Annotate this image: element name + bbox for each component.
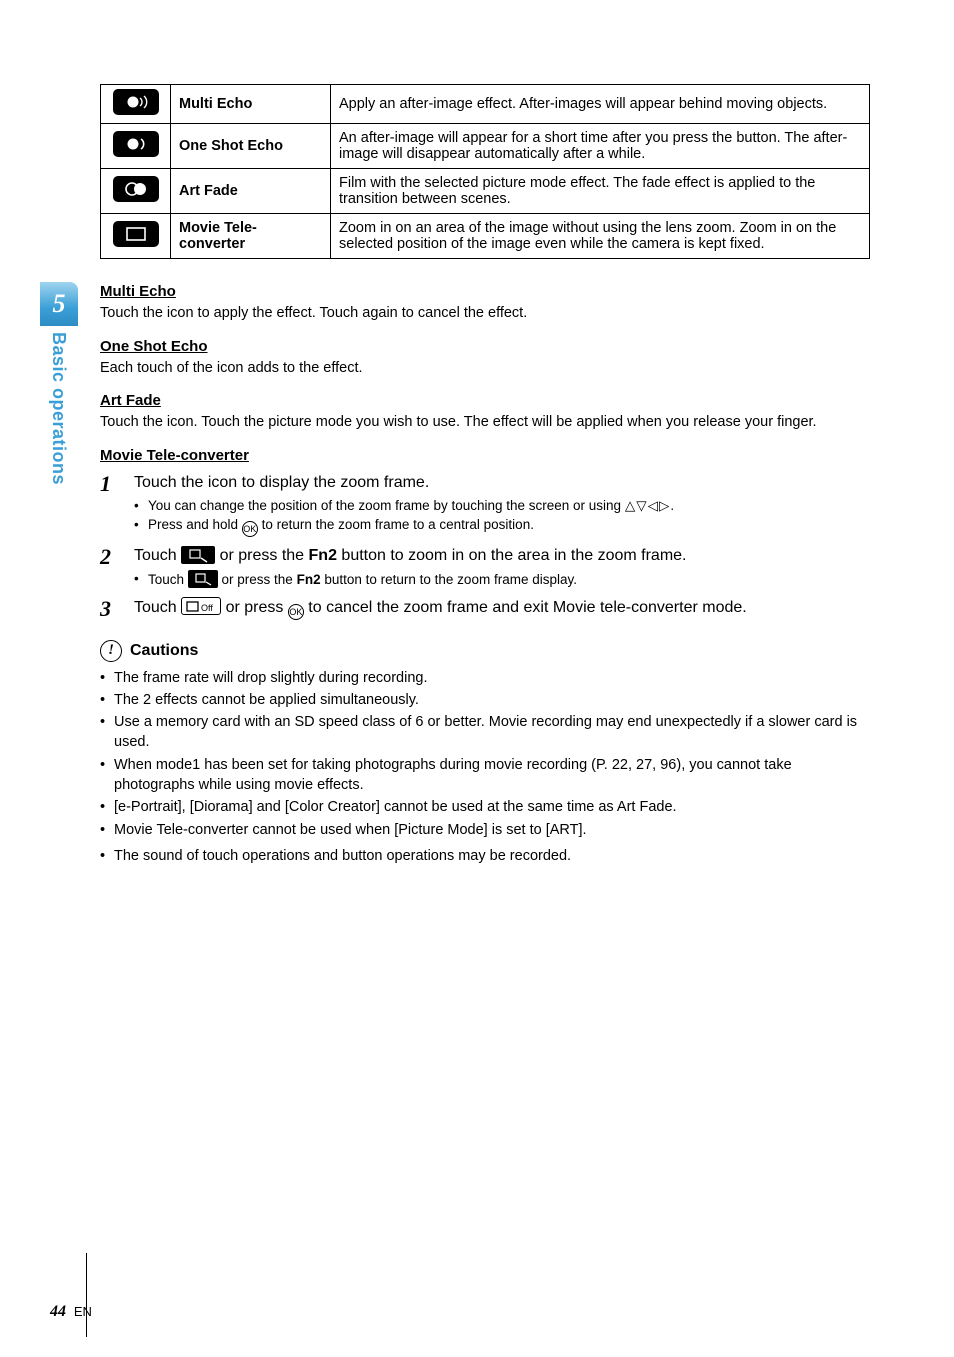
step-text: Touch the icon to display the zoom frame… [134, 474, 429, 491]
step-number: 2 [100, 545, 134, 590]
steps-list: 1 Touch the icon to display the zoom fra… [100, 472, 870, 622]
section-multi-echo: Multi Echo Touch the icon to apply the e… [100, 283, 870, 324]
bullet-text: or press the [218, 572, 297, 587]
step-1: 1 Touch the icon to display the zoom fra… [100, 472, 870, 537]
page-lang: EN [74, 1304, 92, 1319]
table-row: One Shot Echo An after-image will appear… [101, 124, 870, 169]
mode-icon-cell [101, 214, 171, 259]
step-number: 3 [100, 597, 134, 621]
caution-icon: ! [100, 640, 122, 662]
subhead: One Shot Echo [100, 338, 870, 355]
ok-icon: OK [288, 604, 304, 620]
svg-text:Off: Off [201, 603, 213, 613]
body-text: Touch the icon. Touch the picture mode y… [100, 413, 870, 433]
list-item: •Movie Tele-converter cannot be used whe… [100, 820, 870, 840]
fn2-label: Fn2 [297, 572, 321, 587]
ok-icon: OK [242, 521, 258, 537]
mode-name: Art Fade [171, 169, 331, 214]
bullet-text: button to return to the zoom frame displ… [321, 572, 577, 587]
chapter-number: 5 [40, 282, 78, 326]
list-item: •The sound of touch operations and butto… [100, 846, 870, 866]
art-fade-icon [113, 176, 159, 202]
table-row: Multi Echo Apply an after-image effect. … [101, 85, 870, 124]
mode-name: One Shot Echo [171, 124, 331, 169]
step-number: 1 [100, 472, 134, 537]
one-shot-echo-icon [113, 131, 159, 157]
chapter-label: Basic operations [40, 326, 69, 485]
list-item: •The frame rate will drop slightly durin… [100, 668, 870, 688]
bullet-text: Press and hold [148, 517, 242, 532]
step-text: to cancel the zoom frame and exit Movie … [304, 599, 747, 616]
body-text: Each touch of the icon adds to the effec… [100, 359, 870, 379]
mode-desc: Film with the selected picture mode effe… [331, 169, 870, 214]
subhead: Art Fade [100, 392, 870, 409]
table-row: Movie Tele-converter Zoom in on an area … [101, 214, 870, 259]
cautions-heading: ! Cautions [100, 640, 870, 662]
page-content: Multi Echo Apply an after-image effect. … [100, 84, 870, 868]
list-item: •The 2 effects cannot be applied simulta… [100, 690, 870, 710]
subhead: Movie Tele-converter [100, 447, 870, 464]
step-text: Touch [134, 547, 181, 564]
bullet-text: to return the zoom frame to a central po… [258, 517, 534, 532]
list-item: •Use a memory card with an SD speed clas… [100, 712, 870, 753]
bullet-text: You can change the position of the zoom … [148, 498, 625, 513]
mode-name: Movie Tele-converter [171, 214, 331, 259]
step-text: or press the [215, 547, 308, 564]
body-text: Touch the icon to apply the effect. Touc… [100, 304, 870, 324]
side-tab: 5 Basic operations [40, 282, 78, 485]
multi-echo-icon [113, 89, 159, 115]
tele-converter-icon [113, 221, 159, 247]
mode-name: Multi Echo [171, 85, 331, 124]
step-text: button to zoom in on the area in the zoo… [337, 547, 687, 564]
bullet-text: . [670, 498, 674, 513]
step-3: 3 Touch Off or press OK to cancel the zo… [100, 597, 870, 621]
section-tele-converter: Movie Tele-converter 1 Touch the icon to… [100, 447, 870, 622]
zoom-off-icon: Off [181, 597, 221, 615]
cautions-list: •The frame rate will drop slightly durin… [100, 668, 870, 867]
section-one-shot-echo: One Shot Echo Each touch of the icon add… [100, 338, 870, 379]
step-2: 2 Touch or press the Fn2 button to zoom … [100, 545, 870, 590]
list-item: •When mode1 has been set for taking phot… [100, 755, 870, 796]
zoom-in-frame-icon [181, 546, 215, 564]
mode-icon-cell [101, 169, 171, 214]
mode-desc: An after-image will appear for a short t… [331, 124, 870, 169]
modes-table: Multi Echo Apply an after-image effect. … [100, 84, 870, 259]
bullet-text: Touch [148, 572, 188, 587]
fn2-label: Fn2 [309, 547, 337, 564]
list-item: •[e-Portrait], [Diorama] and [Color Crea… [100, 797, 870, 817]
mode-desc: Apply an after-image effect. After-image… [331, 85, 870, 124]
cautions-title: Cautions [130, 642, 198, 660]
subhead: Multi Echo [100, 283, 870, 300]
table-row: Art Fade Film with the selected picture … [101, 169, 870, 214]
step-text: Touch [134, 599, 181, 616]
mode-icon-cell [101, 85, 171, 124]
mode-icon-cell [101, 124, 171, 169]
page-number: 44 [50, 1303, 66, 1320]
arrow-keys-icon: △▽◁▷ [625, 498, 671, 513]
footer-divider [86, 1253, 87, 1337]
section-art-fade: Art Fade Touch the icon. Touch the pictu… [100, 392, 870, 433]
mode-desc: Zoom in on an area of the image without … [331, 214, 870, 259]
zoom-frame-return-icon [188, 570, 218, 588]
step-text: or press [221, 599, 288, 616]
